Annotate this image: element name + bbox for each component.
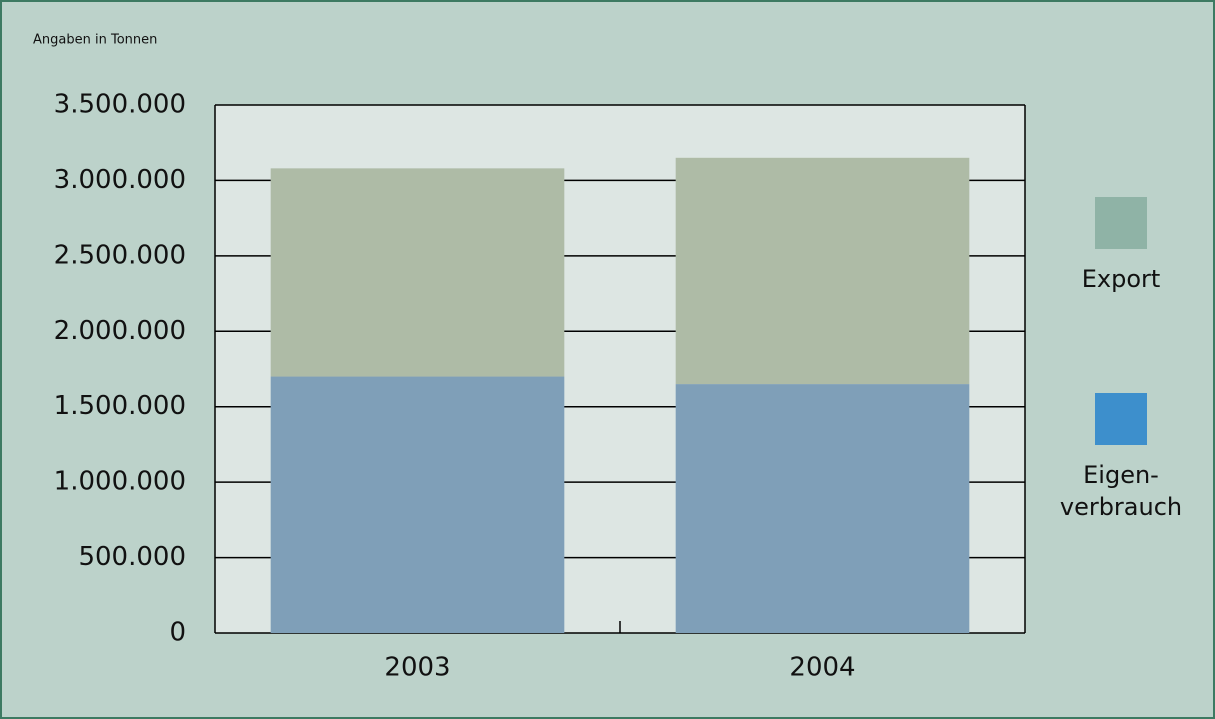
y-tick-label: 2.500.000 bbox=[54, 240, 186, 270]
y-tick-label: 3.500.000 bbox=[54, 90, 186, 120]
x-tick-label: 2003 bbox=[384, 653, 450, 683]
bar-segment bbox=[270, 376, 565, 633]
legend-label: Eigen- verbrauch bbox=[1059, 461, 1183, 521]
y-tick-label: 1.000.000 bbox=[54, 467, 186, 497]
y-tick-label: 3.000.000 bbox=[54, 165, 186, 195]
bar-segment bbox=[675, 384, 970, 633]
subtitle: Angaben in Tonnen bbox=[33, 33, 157, 48]
legend-swatch bbox=[1095, 393, 1147, 445]
x-tick-label: 2004 bbox=[789, 653, 855, 683]
y-tick-label: 1.500.000 bbox=[54, 391, 186, 421]
bar-segment bbox=[270, 168, 565, 377]
y-tick-label: 0 bbox=[169, 618, 186, 648]
bar-segment bbox=[675, 157, 970, 385]
y-tick-label: 500.000 bbox=[78, 542, 186, 572]
y-tick-label: 2.000.000 bbox=[54, 316, 186, 346]
legend-swatch bbox=[1095, 197, 1147, 249]
legend-label: Export bbox=[1081, 265, 1161, 293]
